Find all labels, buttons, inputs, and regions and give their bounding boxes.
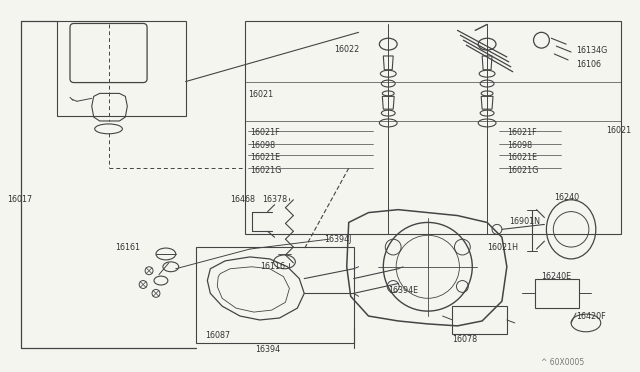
Text: 16021H: 16021H — [487, 243, 518, 251]
Text: ^ 60X0005: ^ 60X0005 — [541, 358, 585, 367]
Text: 16394: 16394 — [255, 345, 280, 354]
Text: 16021F: 16021F — [507, 128, 536, 137]
Text: 16468: 16468 — [230, 195, 255, 204]
Text: 16021E: 16021E — [250, 153, 280, 162]
Text: 16021: 16021 — [248, 90, 273, 99]
Text: 16420F: 16420F — [576, 311, 605, 321]
Bar — [452, 306, 507, 334]
Bar — [534, 279, 579, 308]
Text: 16021: 16021 — [605, 126, 631, 135]
Text: 16394E: 16394E — [388, 286, 419, 295]
Text: 16098: 16098 — [250, 141, 275, 150]
Bar — [57, 20, 186, 116]
Text: 16087: 16087 — [205, 331, 230, 340]
Text: 16022: 16022 — [334, 45, 359, 54]
Text: 16017: 16017 — [7, 195, 32, 204]
Text: 16098: 16098 — [507, 141, 532, 150]
Text: 16021E: 16021E — [507, 153, 537, 162]
Text: 16240: 16240 — [554, 193, 579, 202]
Text: 16394J: 16394J — [324, 235, 351, 244]
Text: 16378: 16378 — [262, 195, 287, 204]
Text: 16021G: 16021G — [250, 166, 281, 175]
Text: 16134G: 16134G — [576, 45, 607, 55]
Text: 16021F: 16021F — [250, 128, 280, 137]
Text: 16021G: 16021G — [507, 166, 538, 175]
Bar — [195, 247, 354, 343]
Text: 16901N: 16901N — [509, 217, 540, 226]
Text: 16116: 16116 — [260, 262, 285, 271]
Text: 16078: 16078 — [452, 335, 477, 344]
Text: 16240E: 16240E — [541, 272, 572, 281]
Bar — [245, 20, 621, 234]
Text: 16106: 16106 — [576, 60, 601, 69]
Text: 16161: 16161 — [115, 243, 140, 251]
